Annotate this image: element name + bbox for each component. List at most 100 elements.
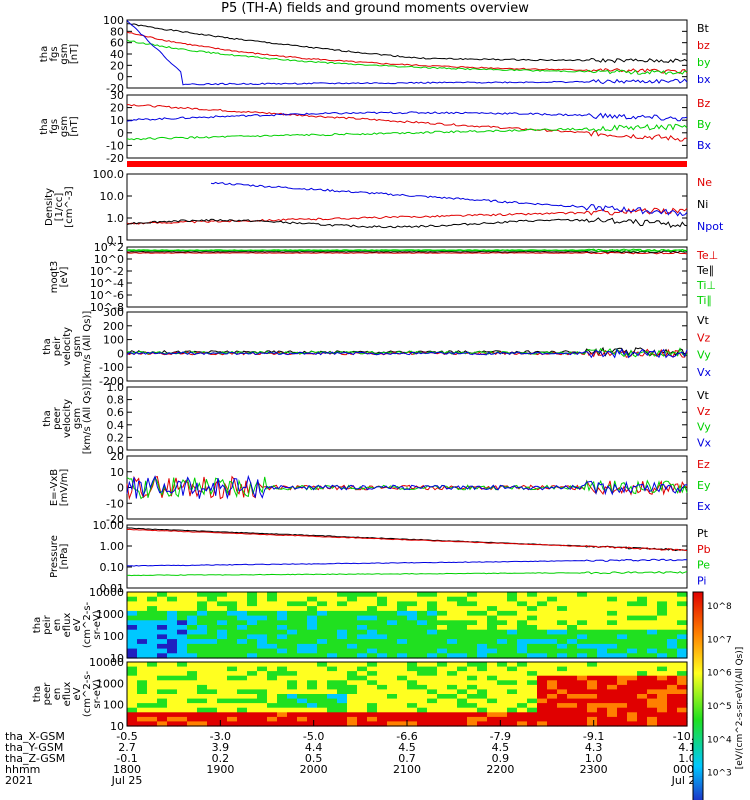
spectrogram-cell: [317, 653, 328, 659]
spectrogram-cell: [207, 671, 218, 677]
spectrogram-cell: [377, 684, 388, 691]
spectrogram-cell: [127, 707, 138, 713]
spectrogram-cell: [177, 610, 188, 617]
spectrogram-cell: [497, 721, 508, 727]
spectrogram-cell: [177, 666, 188, 672]
spectrogram-cell: [517, 666, 528, 672]
spectrogram-cell: [247, 703, 258, 709]
spectrogram-cell: [187, 629, 198, 635]
y-axis-label: peir: [42, 614, 53, 634]
spectrogram-cell: [217, 620, 228, 626]
spectrogram-cell: [527, 601, 538, 607]
spectrogram-cell: [337, 694, 348, 700]
x-tick-label: 2200: [486, 763, 514, 776]
spectrogram-cell: [437, 653, 448, 659]
spectrogram-cell: [587, 703, 598, 709]
spectrogram-cell: [667, 675, 678, 681]
spectrogram-cell: [167, 601, 178, 607]
spectrogram-cell: [317, 689, 328, 695]
spectrogram-cell: [387, 592, 398, 598]
spectrogram-cell: [647, 684, 658, 691]
x-tick-label: 2.7: [118, 741, 136, 754]
spectrogram-cell: [397, 610, 408, 617]
spectrogram-cell: [607, 643, 618, 650]
spectrogram-cell: [417, 596, 428, 602]
spectrogram-cell: [657, 610, 668, 617]
spectrogram-cell: [567, 666, 578, 672]
y-axis-label: [mV/m]: [59, 469, 70, 507]
spectrogram-cell: [667, 634, 678, 640]
spectrogram-cell: [207, 703, 218, 709]
spectrogram-cell: [277, 639, 288, 645]
spectrogram-cell: [677, 625, 688, 631]
spectrogram-cell: [287, 662, 298, 668]
spectrogram-cell: [657, 620, 668, 626]
spectrogram-cell: [577, 662, 588, 668]
spectrogram-cell: [237, 592, 248, 598]
spectrogram-cell: [667, 716, 678, 723]
spectrogram-cell: [547, 666, 558, 672]
spectrogram-cell: [187, 662, 198, 668]
spectrogram-cell: [147, 653, 158, 659]
spectrogram-cell: [517, 606, 528, 612]
spectrogram-cell: [477, 698, 488, 704]
spectrogram-cell: [597, 606, 608, 612]
spectrogram-cell: [157, 666, 168, 672]
spectrogram-cell: [277, 648, 288, 654]
spectrogram-cell: [267, 620, 278, 626]
spectrogram-cell: [427, 639, 438, 645]
spectrogram-cell: [167, 689, 178, 695]
spectrogram-cell: [367, 684, 378, 691]
spectrogram-cell: [147, 721, 158, 727]
spectrogram-cell: [227, 675, 238, 681]
spectrogram-cell: [587, 684, 598, 691]
spectrogram-cell: [487, 615, 498, 621]
spectrogram-cell: [507, 596, 518, 602]
spectrogram-cell: [267, 716, 278, 723]
spectrogram-cell: [497, 639, 508, 645]
spectrogram-cell: [307, 643, 318, 650]
spectrogram-cell: [297, 620, 308, 626]
spectrogram-cell: [297, 662, 308, 668]
spectrogram-cell: [507, 689, 518, 695]
spectrogram-cell: [497, 712, 508, 718]
spectrogram-cell: [457, 680, 468, 686]
panel-frame: [126, 591, 688, 659]
spectrogram-cell: [647, 689, 658, 695]
spectrogram-cell: [227, 703, 238, 709]
spectrogram-cell: [527, 716, 538, 723]
spectrogram-cell: [177, 606, 188, 612]
spectrogram-cell: [577, 707, 588, 713]
spectrogram-cell: [227, 707, 238, 713]
spectrogram-cell: [497, 684, 508, 691]
spectrogram-cell: [357, 615, 368, 621]
x-tick-label: -3.0: [210, 730, 231, 743]
spectrogram-cell: [307, 629, 318, 635]
spectrogram-cell: [667, 703, 678, 709]
spectrogram-cell: [297, 712, 308, 718]
spectrogram-cell: [227, 592, 238, 598]
spectrogram-cell: [147, 601, 158, 607]
spectrogram-cell: [557, 625, 568, 631]
spectrogram-cell: [447, 684, 458, 691]
spectrogram-cell: [227, 721, 238, 727]
spectrogram-cell: [217, 662, 228, 668]
spectrogram-cell: [417, 716, 428, 723]
legend-entry: Pt: [697, 527, 709, 540]
spectrogram-cell: [447, 662, 458, 668]
spectrogram-cell: [247, 643, 258, 650]
spectrogram-cell: [647, 698, 658, 704]
spectrogram-cell: [397, 653, 408, 659]
spectrogram-cell: [487, 606, 498, 612]
spectrogram-cell: [617, 625, 628, 631]
spectrogram-cell: [447, 689, 458, 695]
spectrogram-cell: [537, 721, 548, 727]
spectrogram-cell: [617, 662, 628, 668]
spectrogram-cell: [307, 703, 318, 709]
y-tick-label: 100: [103, 699, 124, 712]
spectrogram-cell: [257, 648, 268, 654]
spectrogram-cell: [617, 639, 628, 645]
spectrogram-cell: [177, 639, 188, 645]
spectrogram-cell: [137, 684, 148, 691]
